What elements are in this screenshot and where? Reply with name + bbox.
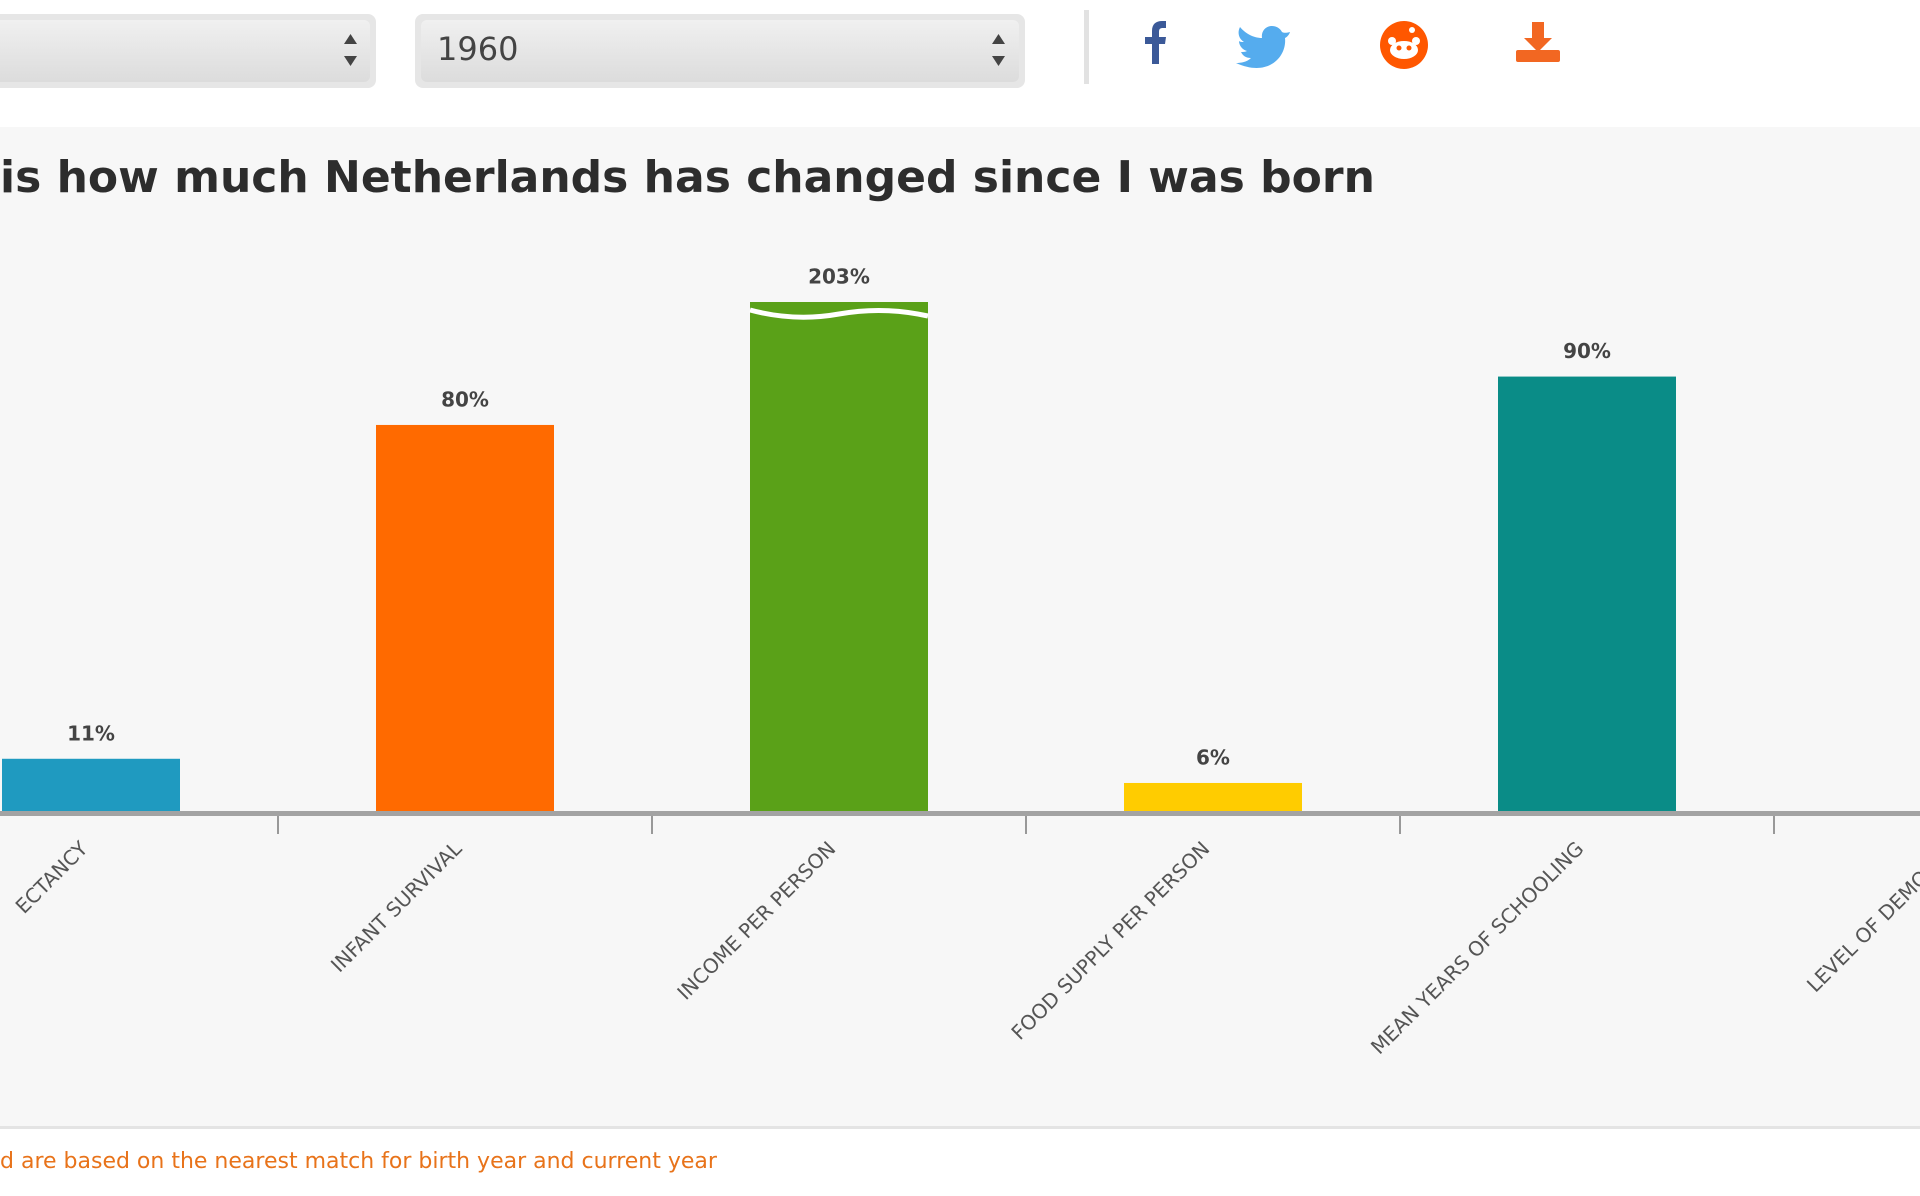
reddit-face [1390,41,1418,59]
arrow-down [992,56,1005,66]
arrow-down [344,56,357,66]
select-box [0,20,370,82]
bar [1498,376,1676,812]
bar [1124,782,1302,812]
arrow-up [992,34,1005,44]
reddit-eye [1396,45,1402,51]
country-select[interactable] [0,14,376,88]
value-label: 80% [441,387,489,411]
twitter-icon[interactable] [1236,26,1290,68]
reddit-antenna [1409,27,1415,33]
download-icon[interactable] [1516,22,1560,62]
reddit-icon[interactable] [1380,21,1428,69]
value-label: 90% [1563,339,1611,363]
x-axis [0,811,1920,816]
chart-title: is how much Netherlands has changed sinc… [0,152,1375,203]
reddit-ear [1412,37,1420,45]
reddit-ear [1388,37,1396,45]
bar [750,302,928,812]
footnote: d are based on the nearest match for bir… [0,1149,718,1174]
value-label: 6% [1196,745,1230,769]
download-tray [1516,50,1560,62]
value-label: 203% [808,265,870,289]
download-arrow [1524,22,1552,52]
facebook-icon[interactable] [1145,21,1166,64]
bar [376,424,554,812]
value-label: 11% [67,721,115,745]
bar [2,758,180,812]
year-value: 1960 [437,30,518,68]
year-select[interactable]: 1960 [415,14,1025,88]
arrow-up [344,34,357,44]
axis-break [749,307,929,320]
select-box [421,20,1019,82]
panel-border [0,1126,1920,1129]
reddit-eye [1406,45,1412,51]
separator [1084,10,1089,84]
